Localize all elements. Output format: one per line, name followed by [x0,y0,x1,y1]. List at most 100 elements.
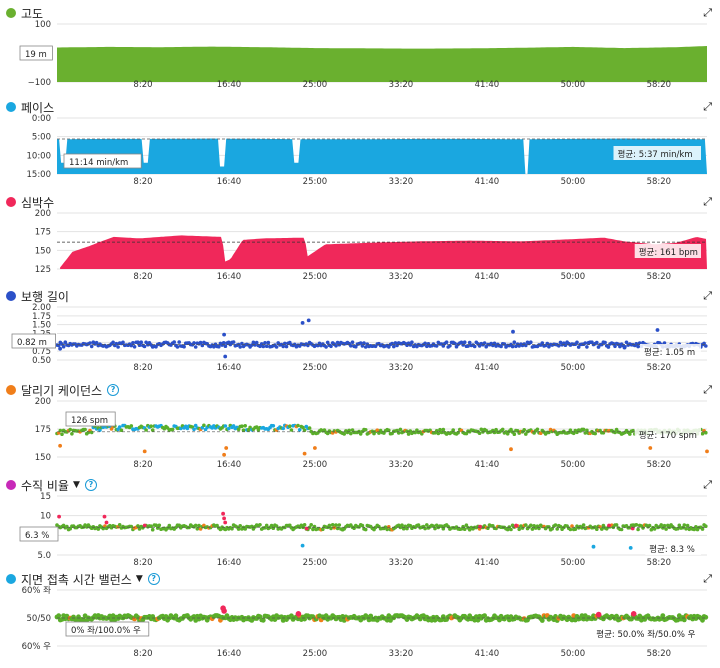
data-point [580,526,584,530]
data-point [436,431,441,436]
outlier-point [295,611,302,617]
data-point [700,431,705,436]
expand-icon[interactable]: ⤢ [703,100,712,113]
data-point [177,340,181,344]
y-tick-label: 15 [40,492,51,502]
chart-plot: 0:00 5:00 10:00 15:00 8:20 16:40 25:00 33:20 41:… [27,114,707,187]
average-label: 평균: 1.05 m [644,347,695,358]
data-point [260,617,266,623]
x-tick-label: 50:00 [561,272,586,282]
data-point [466,344,470,348]
data-point [117,425,122,429]
help-icon[interactable]: ? [147,573,160,585]
x-tick-label: 33:20 [389,558,414,568]
y-tick-label: 200 [35,397,51,407]
data-point [664,527,668,531]
data-point [700,617,705,623]
data-point [387,428,391,433]
chart-title-row: 수직 비율 ▼? [6,476,97,494]
outlier-point [607,523,611,528]
data-point [202,423,206,428]
x-tick-label: 25:00 [303,177,328,187]
outlier-point [300,543,305,548]
data-point [254,340,259,345]
dropdown-caret-icon[interactable]: ▼ [72,480,80,490]
x-tick-label: 16:40 [217,363,242,373]
outlier-point [223,520,228,525]
data-point [94,340,99,345]
x-tick-label: 16:40 [217,558,242,568]
expand-icon[interactable]: ⤢ [703,478,712,491]
x-tick-label: 58:20 [647,649,672,659]
data-point [200,343,205,348]
data-point [568,527,573,532]
data-point [405,526,409,531]
x-tick-label: 41:40 [475,80,500,90]
data-point [464,523,469,527]
data-point [70,432,74,436]
data-point [482,341,487,345]
dropdown-caret-icon[interactable]: ▼ [135,574,143,584]
data-point [400,523,404,527]
data-point [585,345,589,349]
expand-icon[interactable]: ⤢ [703,572,712,585]
data-point [425,523,429,527]
data-point [297,428,302,432]
data-point [398,427,403,432]
expand-icon[interactable]: ⤢ [703,195,712,208]
outlier-point [222,332,227,337]
data-point [624,340,629,345]
data-point [539,618,545,623]
data-point [274,345,279,349]
data-point [637,341,642,345]
data-point [614,523,619,527]
outlier-point [223,354,228,359]
y-tick-label: 15:00 [27,170,52,180]
data-point [441,427,446,432]
data-point [360,523,365,528]
data-point [60,432,64,436]
chart-plot: 1000−1008:2016:4025:0033:2041:4050:0058:… [19,20,707,90]
y-tick-label: 1.50 [32,321,51,331]
data-point [347,428,352,433]
average-label-box [634,244,701,258]
x-tick-label: 50:00 [561,177,586,187]
data-point [441,526,446,531]
data-point [261,344,266,349]
outlier-point [313,446,317,450]
x-tick-label: 58:20 [647,460,672,470]
data-point [334,523,338,527]
data-point [362,341,366,345]
data-point [349,431,353,436]
help-icon[interactable]: ? [84,479,97,491]
x-tick-label: 50:00 [561,460,586,470]
data-point [538,431,543,435]
chart-panel: 달리기 케이던스? ⤢ 200 175 150 8:20 16:40 25:00 33:20 41… [0,381,720,475]
expand-icon[interactable]: ⤢ [703,383,712,396]
data-point [150,428,155,432]
data-point [302,523,307,527]
data-point [555,527,559,531]
data-point [281,426,286,431]
x-tick-label: 25:00 [303,649,328,659]
data-point [472,617,478,623]
expand-icon[interactable]: ⤢ [703,289,712,302]
series-area [60,235,708,269]
help-icon[interactable]: ? [107,384,120,396]
data-point [553,523,558,527]
data-point [510,344,515,349]
x-tick-label: 25:00 [303,272,328,282]
y-tick-label: −100 [28,78,51,88]
data-point [482,613,487,618]
y-tick-label: 175 [35,228,51,238]
x-tick-label: 33:20 [389,272,414,282]
data-point [585,428,589,433]
data-point [467,340,472,345]
data-point [311,527,315,532]
data-point [96,527,101,531]
data-point [392,344,396,349]
expand-icon[interactable]: ⤢ [703,6,712,19]
outlier-point [221,511,226,516]
data-point [350,340,355,344]
